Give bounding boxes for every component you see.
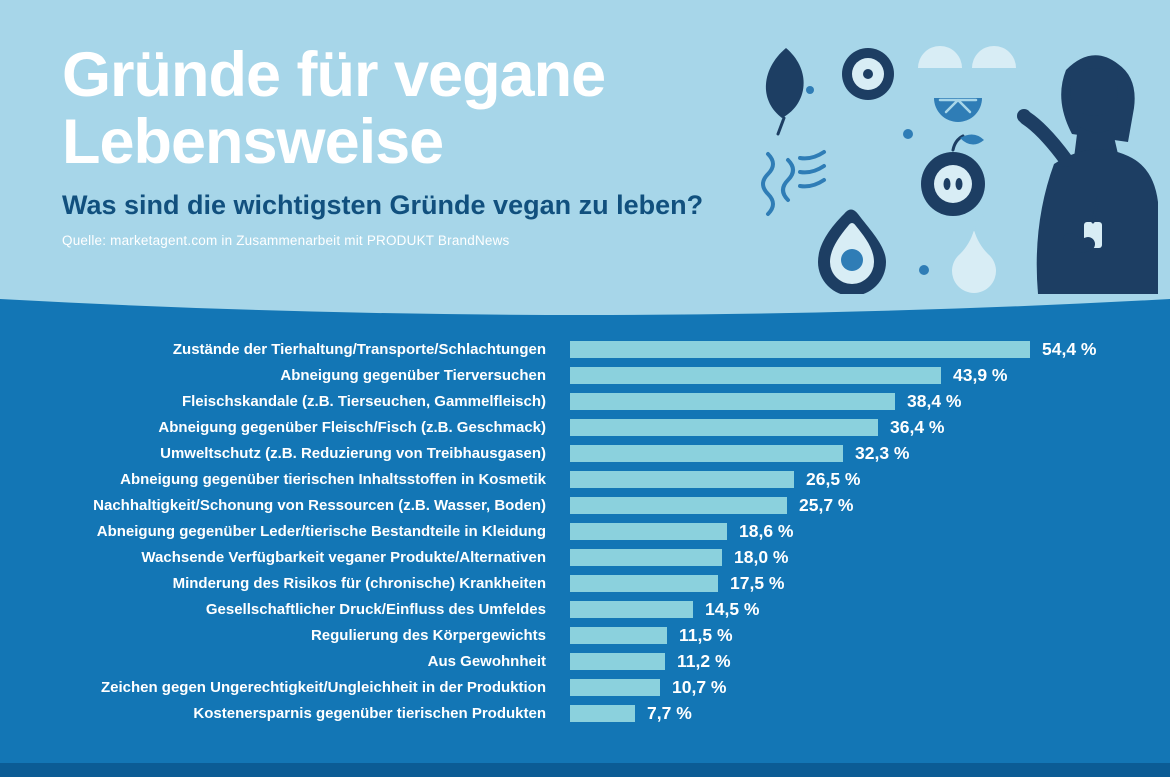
bar-value-label: 7,7 % [647, 702, 692, 723]
bar-track: 11,5 % [558, 625, 1170, 646]
bar-value-label: 43,9 % [953, 364, 1008, 385]
bar-category-label: Abneigung gegenüber tierischen Inhaltsst… [120, 470, 546, 488]
chart-row: Fleischskandale (z.B. Tierseuchen, Gamme… [0, 388, 1170, 414]
bar [570, 496, 787, 514]
bar-track: 54,4 % [558, 339, 1170, 360]
bar [570, 678, 660, 696]
bar-category-label: Wachsende Verfügbarkeit veganer Produkte… [141, 548, 546, 566]
bar-category-label: Regulierung des Körpergewichts [310, 626, 546, 644]
bar-category-label: Fleischskandale (z.B. Tierseuchen, Gamme… [181, 392, 546, 410]
bar-category-label: Abneigung gegenüber Leder/tierische Best… [96, 522, 546, 540]
chart-row: Wachsende Verfügbarkeit veganer Produkte… [0, 544, 1170, 570]
lime-icon [934, 98, 982, 122]
page-subtitle: Was sind die wichtigsten Gründe vegan zu… [62, 189, 704, 220]
bar [570, 366, 941, 384]
chart-row: Abneigung gegenüber Tierversuchen 43,9 % [0, 362, 1170, 388]
bar-track: 36,4 % [558, 417, 1170, 438]
kiwi-icon [842, 48, 894, 100]
bar [570, 574, 718, 592]
bar-track: 18,6 % [558, 521, 1170, 542]
source-note: Quelle: marketagent.com in Zusammenarbei… [62, 232, 510, 248]
leaf-icon [765, 48, 804, 136]
header-illustration [761, 46, 1158, 294]
bar-category-label: Zustände der Tierhaltung/Transporte/Schl… [172, 340, 546, 358]
title-line-1: Gründe für vegane [62, 40, 606, 110]
chart-row: Gesellschaftlicher Druck/Einfluss des Um… [0, 596, 1170, 622]
bar-track: 43,9 % [558, 365, 1170, 386]
bar [570, 600, 693, 618]
bar-value-label: 18,0 % [734, 546, 789, 567]
bar-value-label: 54,4 % [1042, 338, 1097, 359]
avocado-icon [818, 209, 886, 294]
bar-value-label: 25,7 % [799, 494, 854, 515]
bar-track: 11,2 % [558, 651, 1170, 672]
title-line-2: Lebensweise [62, 106, 444, 177]
chart-row: Umweltschutz (z.B. Reduzierung von Treib… [0, 440, 1170, 466]
apple-icon [921, 134, 985, 216]
footer-strip [0, 763, 1170, 777]
pear-icon [952, 214, 996, 293]
bar-value-label: 10,7 % [672, 676, 727, 697]
bar-category-label: Nachhaltigkeit/Schonung von Ressourcen (… [93, 496, 546, 514]
bar [570, 470, 794, 488]
chart-row: Abneigung gegenüber Leder/tierische Best… [0, 518, 1170, 544]
chart-row: Kostenersparnis gegenüber tierischen Pro… [0, 700, 1170, 726]
bar-chart: Zustände der Tierhaltung/Transporte/Schl… [0, 331, 1170, 726]
bar-track: 26,5 % [558, 469, 1170, 490]
header-curve [0, 289, 1170, 315]
bar-category-label: Minderung des Risikos für (chronische) K… [172, 574, 546, 592]
bar-track: 7,7 % [558, 703, 1170, 724]
woman-illustration [1017, 55, 1158, 294]
bar-category-label: Aus Gewohnheit [427, 652, 546, 670]
bar-category-label: Gesellschaftlicher Druck/Einfluss des Um… [205, 600, 546, 618]
bar-value-label: 18,6 % [739, 520, 794, 541]
bar-category-label: Abneigung gegenüber Fleisch/Fisch (z.B. … [158, 418, 546, 436]
chart-row: Abneigung gegenüber tierischen Inhaltsst… [0, 466, 1170, 492]
bar [570, 522, 727, 540]
bar [570, 444, 843, 462]
bar-value-label: 11,2 % [677, 650, 731, 671]
header-text-block: Gründe für vegane Lebensweise Was sind d… [62, 42, 703, 248]
page-title: Gründe für vegane Lebensweise [62, 42, 703, 176]
bar-track: 18,0 % [558, 547, 1170, 568]
bar [570, 548, 722, 566]
berry-icon [919, 265, 929, 275]
chart-row: Aus Gewohnheit 11,2 % [0, 648, 1170, 674]
bar [570, 704, 635, 722]
chart-row: Minderung des Risikos für (chronische) K… [0, 570, 1170, 596]
chart-row: Nachhaltigkeit/Schonung von Ressourcen (… [0, 492, 1170, 518]
kiwi-half-icon [918, 46, 1016, 68]
chart-row: Zustände der Tierhaltung/Transporte/Schl… [0, 336, 1170, 362]
chart-row: Abneigung gegenüber Fleisch/Fisch (z.B. … [0, 414, 1170, 440]
header: Gründe für vegane Lebensweise Was sind d… [0, 0, 1170, 294]
berry-icon [903, 129, 913, 139]
bar-value-label: 32,3 % [855, 442, 910, 463]
chart-row: Regulierung des Körpergewichts 11,5 % [0, 622, 1170, 648]
bar [570, 340, 1030, 358]
bar-category-label: Kostenersparnis gegenüber tierischen Pro… [193, 704, 546, 722]
berry-icon [806, 86, 814, 94]
chart-row: Zeichen gegen Ungerechtigkeit/Ungleichhe… [0, 674, 1170, 700]
bar-track: 32,3 % [558, 443, 1170, 464]
bar-category-label: Umweltschutz (z.B. Reduzierung von Treib… [160, 444, 546, 462]
bar [570, 418, 878, 436]
bar-track: 17,5 % [558, 573, 1170, 594]
bar-track: 10,7 % [558, 677, 1170, 698]
bar [570, 626, 667, 644]
bar-track: 25,7 % [558, 495, 1170, 516]
bar-track: 14,5 % [558, 599, 1170, 620]
seaweed-icon [761, 150, 826, 216]
bar-category-label: Zeichen gegen Ungerechtigkeit/Ungleichhe… [100, 678, 546, 696]
bar-value-label: 36,4 % [890, 416, 945, 437]
bar-category-label: Abneigung gegenüber Tierversuchen [280, 366, 546, 384]
bar-track: 38,4 % [558, 391, 1170, 412]
bar-value-label: 11,5 % [679, 624, 733, 645]
bar-value-label: 17,5 % [730, 572, 785, 593]
chart-rows: Zustände der Tierhaltung/Transporte/Schl… [0, 336, 1170, 726]
bar [570, 652, 665, 670]
bar-value-label: 26,5 % [806, 468, 861, 489]
bar [570, 392, 895, 410]
bar-value-label: 38,4 % [907, 390, 962, 411]
bar-value-label: 14,5 % [705, 598, 760, 619]
